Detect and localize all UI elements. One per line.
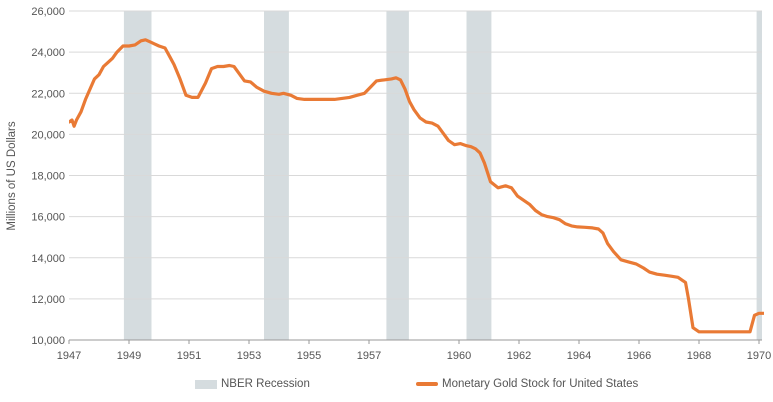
- legend-series-label: Monetary Gold Stock for United States: [442, 378, 639, 390]
- x-tick-label: 1968: [687, 350, 711, 362]
- x-tick-label: 1962: [507, 350, 531, 362]
- x-tick-label: 1970: [747, 350, 771, 362]
- y-tick-label: 24,000: [31, 47, 65, 59]
- gridlines: [69, 10, 762, 341]
- y-axis-ticks: 10,000 12,000 14,000 16,000 18,000 20,000 22,0…: [31, 6, 65, 347]
- x-tick-label: 1947: [57, 350, 81, 362]
- y-tick-label: 18,000: [31, 171, 65, 183]
- y-tick-label: 22,000: [31, 88, 65, 100]
- series-line-monetary-gold-stock: [69, 38, 764, 334]
- y-axis-label: Millions of US Dollars: [6, 121, 18, 231]
- legend-series-swatch: [416, 382, 438, 386]
- x-tick-label: 1953: [237, 350, 261, 362]
- x-tick-label: 1955: [297, 350, 321, 362]
- x-tick-label: 1960: [447, 350, 471, 362]
- legend-recession-swatch: [195, 379, 217, 389]
- y-tick-label: 10,000: [31, 335, 65, 347]
- y-tick-label: 12,000: [31, 294, 65, 306]
- x-axis-ticks: 1947 1949 1951 1953 1955 1957 1960 1962 1964 1966…: [57, 340, 771, 362]
- legend-recession: NBER Recession: [195, 378, 310, 390]
- x-tick-label: 1964: [567, 350, 591, 362]
- series-layer: [69, 38, 764, 334]
- x-tick-label: 1949: [117, 350, 141, 362]
- x-tick-label: 1966: [627, 350, 651, 362]
- legend-series: Monetary Gold Stock for United States: [416, 378, 638, 390]
- x-tick-label: 1951: [177, 350, 201, 362]
- y-tick-label: 14,000: [31, 253, 65, 265]
- y-tick-label: 20,000: [31, 129, 65, 141]
- x-tick-label: 1957: [357, 350, 381, 362]
- y-tick-label: 16,000: [31, 212, 65, 224]
- y-tick-label: 26,000: [31, 6, 65, 18]
- legend-recession-label: NBER Recession: [221, 378, 310, 390]
